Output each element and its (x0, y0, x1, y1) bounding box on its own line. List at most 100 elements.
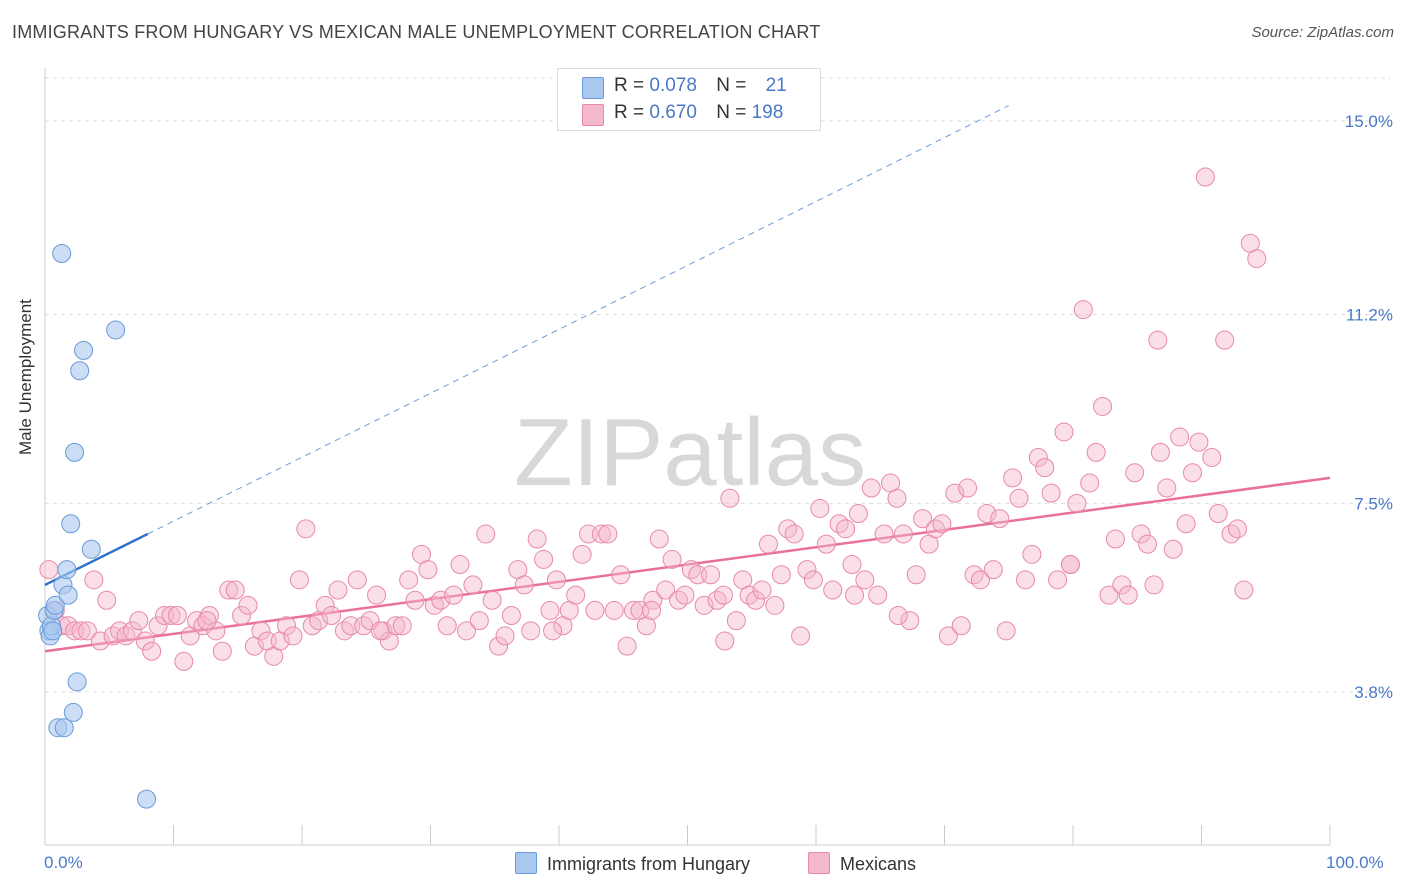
point-hungary (58, 585, 78, 605)
point-mexicans (187, 611, 207, 631)
point-mexicans (694, 595, 714, 615)
mexicans-n-value: 198 (751, 102, 784, 123)
point-mexicans (315, 595, 335, 615)
point-mexicans (713, 585, 733, 605)
point-mexicans (289, 570, 309, 590)
point-mexicans (1150, 442, 1170, 462)
point-mexicans (1170, 427, 1190, 447)
point-mexicans (1093, 396, 1113, 416)
mexicans-r-label: R = (614, 102, 645, 123)
point-mexicans (643, 590, 663, 610)
point-mexicans (874, 524, 894, 544)
point-mexicans (662, 549, 682, 569)
point-mexicans (1054, 422, 1074, 442)
point-mexicans (797, 560, 817, 580)
point-mexicans (746, 590, 766, 610)
point-mexicans (1073, 300, 1093, 320)
point-mexicans (39, 560, 59, 580)
point-mexicans (283, 626, 303, 646)
hungary-stats: R = 0.078 N = 21 (614, 75, 787, 97)
point-mexicans (1112, 575, 1132, 595)
legend-item-hungary[interactable]: Immigrants from Hungary (515, 852, 750, 875)
hungary-r-value: 0.078 (649, 75, 697, 96)
point-mexicans (1118, 585, 1138, 605)
point-mexicans (193, 616, 213, 636)
point-mexicans (845, 585, 865, 605)
mexicans-swatch (582, 104, 604, 126)
y-tick-label: 7.5% (1354, 494, 1393, 513)
point-hungary (45, 595, 65, 615)
point-mexicans (489, 636, 509, 656)
point-hungary (81, 539, 101, 559)
point-mexicans (1148, 330, 1168, 350)
hungary-r-label: R = (614, 75, 645, 96)
point-mexicans (996, 621, 1016, 641)
point-mexicans (122, 621, 142, 641)
point-mexicans (649, 529, 669, 549)
point-hungary (63, 702, 83, 722)
y-tick-label: 15.0% (1345, 112, 1393, 131)
point-mexicans (636, 616, 656, 636)
mexicans-r-value: 0.670 (649, 102, 697, 123)
point-mexicans (701, 565, 721, 585)
point-mexicans (970, 570, 990, 590)
point-mexicans (669, 590, 689, 610)
point-mexicans (167, 606, 187, 626)
point-hungary (65, 442, 85, 462)
point-hungary (54, 718, 74, 738)
point-mexicans (977, 504, 997, 524)
point-mexicans (906, 565, 926, 585)
point-mexicans (1176, 514, 1196, 534)
hungary-n-label: N = (716, 75, 747, 96)
point-mexicans (752, 580, 772, 600)
point-mexicans (958, 478, 978, 498)
point-mexicans (546, 570, 566, 590)
point-mexicans (444, 585, 464, 605)
x-tick-right: 100.0% (1326, 853, 1384, 872)
points-mexicans (39, 167, 1267, 671)
y-tick-label: 3.8% (1354, 683, 1393, 702)
point-mexicans (1125, 463, 1145, 483)
y-tick-labels: 3.8% 7.5% 11.2% 15.0% (1345, 112, 1393, 702)
point-mexicans (1163, 539, 1183, 559)
point-mexicans (1202, 447, 1222, 467)
point-mexicans (591, 524, 611, 544)
point-mexicans (887, 488, 907, 508)
point-mexicans (514, 575, 534, 595)
point-mexicans (739, 585, 759, 605)
legend-item-mexicans[interactable]: Mexicans (808, 852, 916, 875)
point-mexicans (707, 590, 727, 610)
stats-legend-box: R = 0.078 N = 21 R = 0.670 N = 198 (557, 68, 821, 131)
point-mexicans (360, 611, 380, 631)
point-mexicans (161, 606, 181, 626)
point-mexicans (527, 529, 547, 549)
point-mexicans (424, 595, 444, 615)
point-mexicans (386, 616, 406, 636)
point-mexicans (791, 626, 811, 646)
point-hungary (61, 514, 81, 534)
point-mexicans (77, 621, 97, 641)
point-mexicans (1208, 504, 1228, 524)
point-mexicans (842, 555, 862, 575)
point-mexicans (370, 621, 390, 641)
point-hungary (57, 560, 77, 580)
point-mexicans (302, 616, 322, 636)
point-mexicans (90, 631, 110, 651)
point-mexicans (932, 514, 952, 534)
point-mexicans (836, 519, 856, 539)
point-mexicans (715, 631, 735, 651)
point-mexicans (778, 519, 798, 539)
point-hungary (67, 672, 87, 692)
point-mexicans (720, 488, 740, 508)
point-mexicans (803, 570, 823, 590)
point-mexicans (1157, 478, 1177, 498)
point-mexicans (964, 565, 984, 585)
point-mexicans (476, 524, 496, 544)
point-mexicans (771, 565, 791, 585)
point-mexicans (868, 585, 888, 605)
point-mexicans (848, 504, 868, 524)
point-hungary (106, 320, 126, 340)
point-mexicans (251, 621, 271, 641)
point-mexicans (277, 616, 297, 636)
